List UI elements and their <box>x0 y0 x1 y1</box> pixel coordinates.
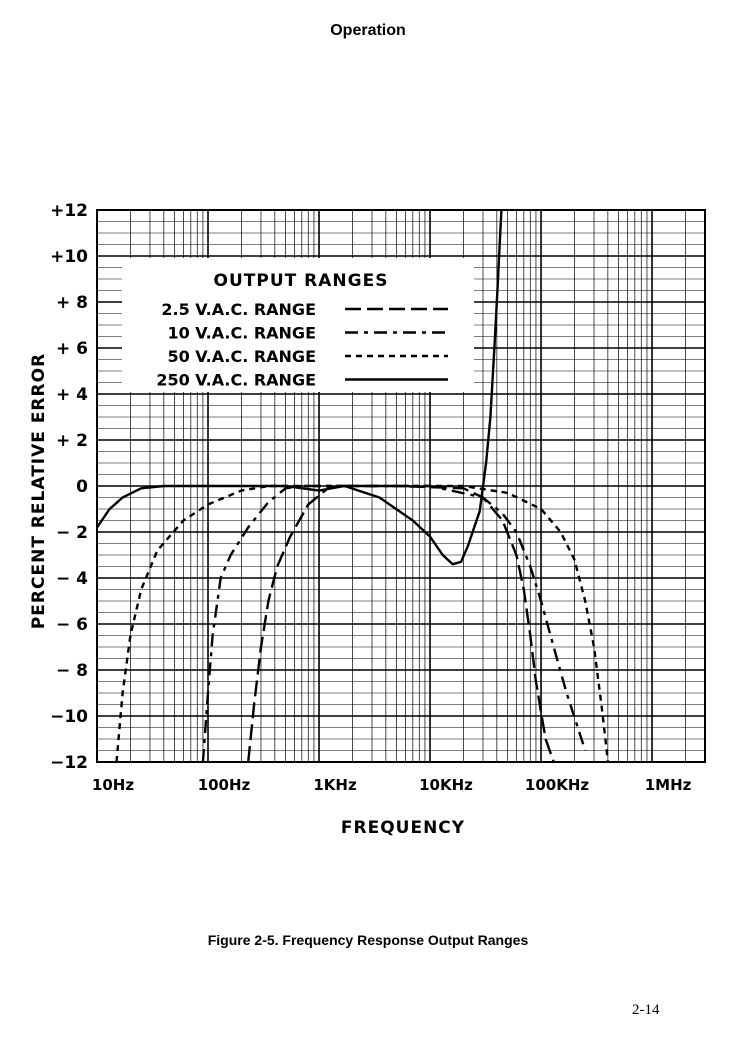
y-tick-label: + 4 <box>56 385 88 405</box>
x-tick-label: 10KHz <box>419 776 473 794</box>
y-tick-label: +12 <box>50 201 88 221</box>
legend-entry: 2.5 V.A.C. RANGE <box>161 300 316 319</box>
y-tick-label: −12 <box>50 753 88 773</box>
figure-caption: Figure 2-5. Frequency Response Output Ra… <box>207 932 529 948</box>
y-tick-label: + 8 <box>56 293 88 313</box>
x-tick-labels: 10Hz 100Hz 1KHz 10KHz 100KHz 1MHz <box>92 776 692 794</box>
series-line <box>115 484 610 763</box>
y-tick-label: − 6 <box>56 615 88 635</box>
x-tick-label: 1MHz <box>645 776 692 794</box>
y-axis-label: PERCENT RELATIVE ERROR <box>29 353 49 629</box>
page-header: Operation <box>330 22 406 39</box>
legend-entry: 10 V.A.C. RANGE <box>167 324 316 343</box>
series-line <box>96 209 503 566</box>
x-axis-label: FREQUENCY <box>341 818 465 838</box>
x-tick-label: 1KHz <box>313 776 357 794</box>
legend-entry: 250 V.A.C. RANGE <box>156 371 316 390</box>
y-tick-label: − 4 <box>56 569 88 589</box>
y-tick-label: + 6 <box>56 339 88 359</box>
series-lines <box>96 209 610 763</box>
plot-frame <box>96 209 706 763</box>
legend-items: 2.5 V.A.C. RANGE 10 V.A.C. RANGE 50 V.A.C.… <box>156 300 448 390</box>
y-tick-label: − 8 <box>56 661 88 681</box>
legend-title: OUTPUT RANGES <box>214 271 389 291</box>
y-tick-labels: +12 +10 + 8 + 6 + 4 + 2 0 − 2 − 4 − 6 − 8 −10 −12 <box>50 201 88 773</box>
y-tick-label: 0 <box>76 477 88 497</box>
legend-box <box>122 258 474 392</box>
x-tick-label: 10Hz <box>92 776 134 794</box>
y-tick-label: + 2 <box>56 431 88 451</box>
x-tick-label: 100Hz <box>198 776 251 794</box>
y-tick-label: +10 <box>50 247 88 267</box>
series-line <box>201 484 587 763</box>
y-tick-label: − 2 <box>56 523 88 543</box>
x-tick-label: 100KHz <box>525 776 589 794</box>
y-tick-label: −10 <box>50 707 88 727</box>
legend: OUTPUT RANGES 2.5 V.A.C. RANGE 10 V.A.C. … <box>122 258 474 392</box>
page-number: 2-14 <box>632 1002 660 1018</box>
legend-entry: 50 V.A.C. RANGE <box>167 347 316 366</box>
